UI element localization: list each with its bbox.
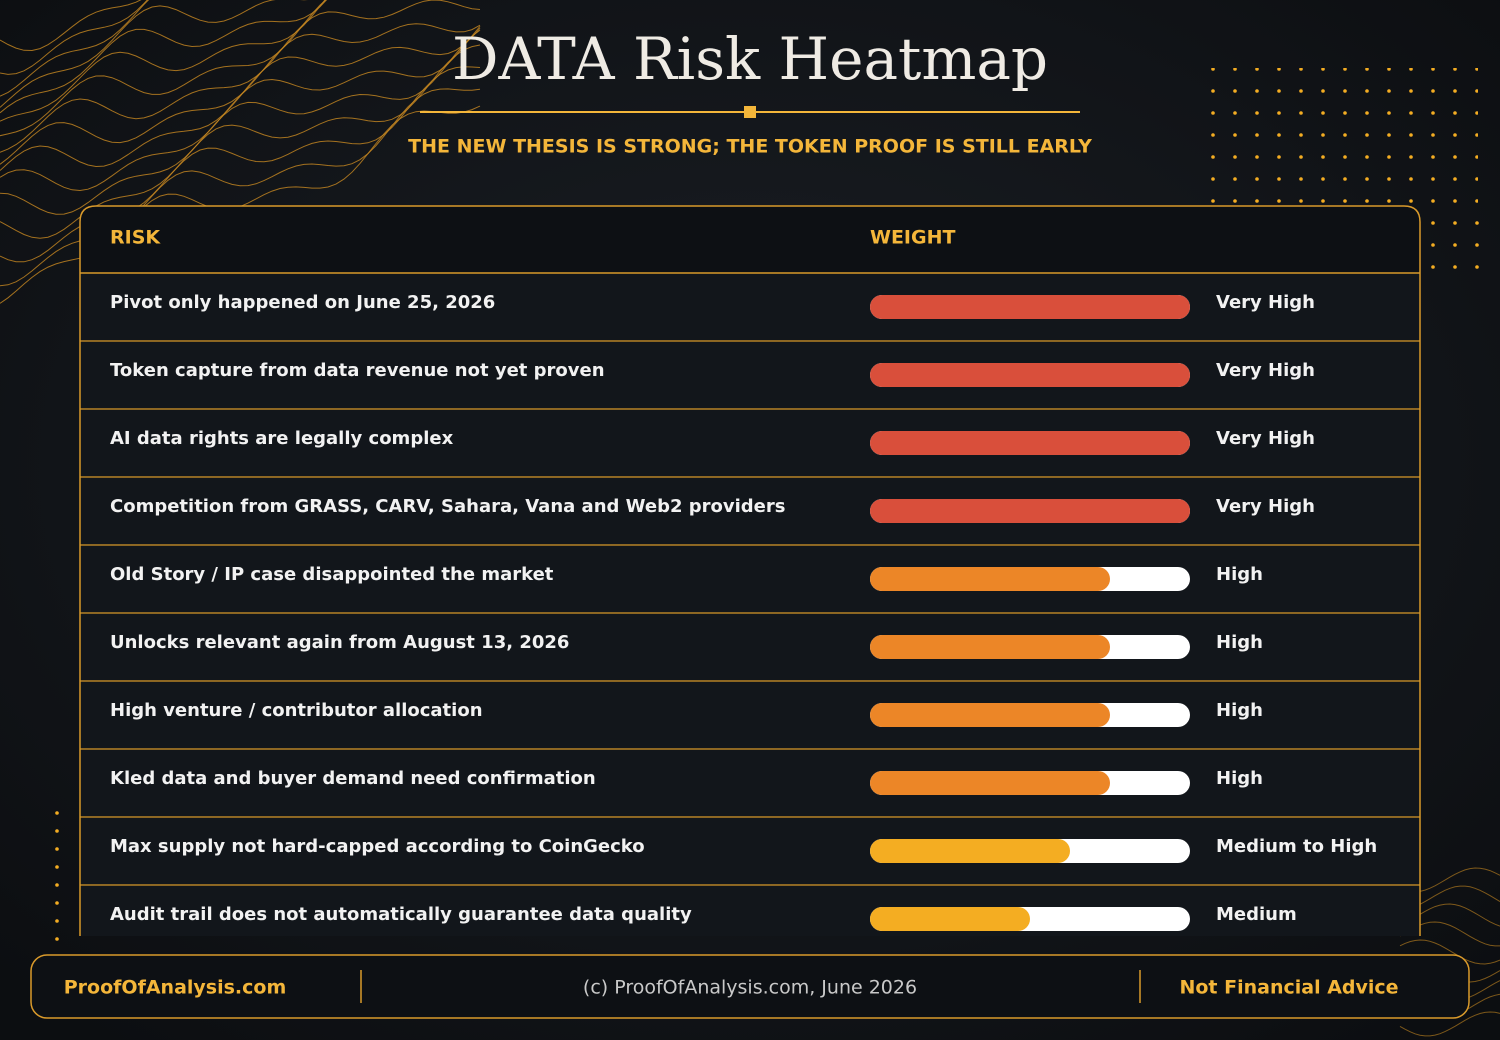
footer-right: Not Financial Advice <box>1179 977 1398 999</box>
subtitle: THE NEW THESIS IS STRONG; THE TOKEN PROO… <box>408 136 1092 158</box>
wave <box>0 29 481 215</box>
level-text: Medium <box>1216 904 1297 925</box>
rows: Pivot only happened on June 25, 2026 Very… <box>80 274 1420 936</box>
level-text: Very High <box>1216 496 1315 517</box>
risk-text: Unlocks relevant again from August 13, 2… <box>110 632 569 653</box>
row-bg <box>81 886 1419 936</box>
row-bg <box>81 614 1419 681</box>
footer <box>30 954 1470 1019</box>
column-header: RISK <box>110 227 161 249</box>
row-bg <box>81 342 1419 409</box>
row-bg <box>81 274 1419 341</box>
bar <box>870 295 1190 319</box>
row-bg <box>81 682 1419 749</box>
wave <box>0 0 148 75</box>
risk-text: AI data rights are legally complex <box>110 428 454 449</box>
row-bg <box>81 818 1419 885</box>
risk-text: Competition from GRASS, CARV, Sahara, Va… <box>110 496 785 517</box>
wave <box>0 0 328 114</box>
wave <box>0 0 327 137</box>
footer-center: (c) ProofOfAnalysis.com, June 2026 <box>583 977 917 999</box>
wave <box>0 0 142 52</box>
row-bg <box>81 478 1419 545</box>
row-bg <box>81 750 1419 817</box>
risk-text: Kled data and buyer demand need confirma… <box>110 768 596 789</box>
bar <box>870 431 1190 455</box>
risk-text: Pivot only happened on June 25, 2026 <box>110 292 495 313</box>
divider-mark <box>744 106 756 118</box>
row-bg <box>81 546 1419 613</box>
bar <box>870 771 1110 795</box>
bar <box>870 703 1110 727</box>
dot-grid <box>44 808 70 942</box>
column-header: WEIGHT <box>870 227 956 249</box>
row-bg <box>81 410 1419 477</box>
level-text: Very High <box>1216 292 1315 313</box>
wave <box>0 25 481 192</box>
level-text: Very High <box>1216 360 1315 381</box>
wave <box>0 0 309 108</box>
dot-grid <box>1430 208 1480 274</box>
bar <box>870 363 1190 387</box>
risk-text: Max supply not hard-capped according to … <box>110 836 645 857</box>
bar <box>870 839 1070 863</box>
table: RISK WEIGHT Pivot only happened on June … <box>79 205 1421 936</box>
wave <box>0 0 326 122</box>
risk-text: Token capture from data revenue not yet … <box>110 360 605 381</box>
risk-text: Audit trail does not automatically guara… <box>110 904 692 925</box>
bar <box>870 567 1110 591</box>
risk-text: Old Story / IP case disappointed the mar… <box>110 564 554 585</box>
dot-grid <box>1198 68 1478 208</box>
level-text: Very High <box>1216 428 1315 449</box>
wave <box>0 0 481 153</box>
footer-left: ProofOfAnalysis.com <box>64 977 287 999</box>
bar <box>870 499 1190 523</box>
level-text: Medium to High <box>1216 836 1377 857</box>
wave <box>1399 939 1500 965</box>
level-text: High <box>1216 632 1263 653</box>
bar <box>870 635 1110 659</box>
wave <box>0 0 150 97</box>
level-text: High <box>1216 700 1263 721</box>
level-text: High <box>1216 564 1263 585</box>
bar <box>870 907 1030 931</box>
title: DATA Risk Heatmap <box>452 25 1048 93</box>
level-text: High <box>1216 768 1263 789</box>
risk-text: High venture / contributor allocation <box>110 700 483 721</box>
wave <box>1399 1011 1500 1037</box>
